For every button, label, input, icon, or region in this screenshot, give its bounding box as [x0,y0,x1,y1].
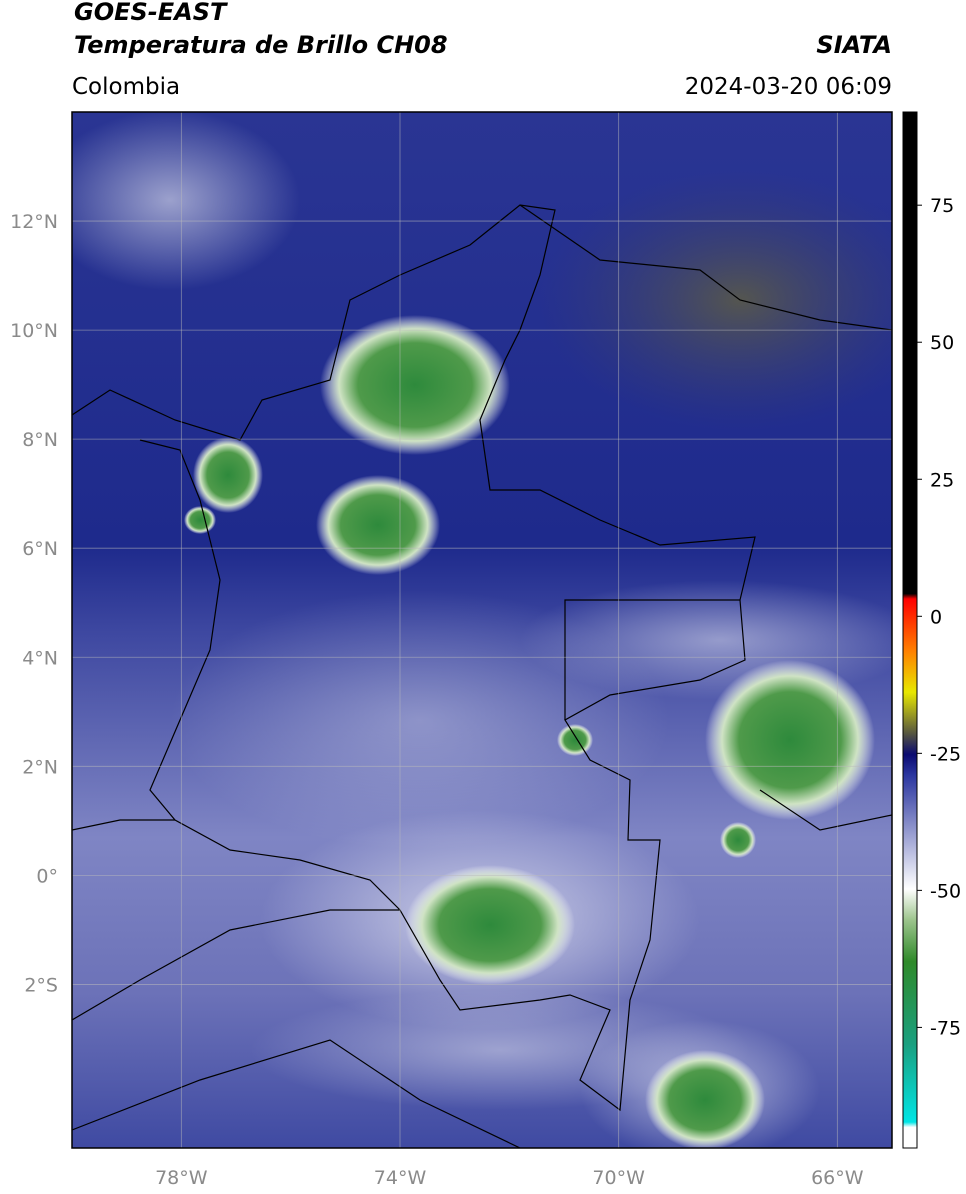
y-tick-label: 2°N [22,756,58,778]
subtitle: Temperatura de Brillo CH08 [74,31,448,59]
y-tick-label: 10°N [10,320,58,342]
y-tick-label: 12°N [10,211,58,233]
colorbar-tick-label: 75 [930,195,954,217]
y-tick-label: 2°S [24,974,58,996]
colorbar-tick-label: 25 [930,469,954,491]
y-tick-label: 0° [36,865,58,887]
satellite-image [72,112,892,1148]
x-tick-label: 78°W [155,1167,208,1189]
map-frame [71,111,893,1149]
x-tick-label: 66°W [811,1167,864,1189]
source: SIATA [816,31,892,59]
colorbar-tick-label: -75 [930,1017,961,1039]
y-tick-label: 8°N [22,429,58,451]
colorbar-tick-label: -50 [930,880,961,902]
colorbar [902,111,918,1149]
title: GOES-EAST [74,0,228,26]
colorbar-tick-label: 50 [930,332,954,354]
colorbar-ticks: 75 50 25 0 -25 -50 -75 [917,195,961,1039]
x-tick-label: 74°W [374,1167,427,1189]
y-tick-label: 4°N [22,647,58,669]
x-tick-label: 70°W [592,1167,645,1189]
graticule: 78°W 74°W 70°W 66°W 12°N 10°N 8°N 6°N 4°N 2°N 0° 2°… [10,112,892,1189]
region: Colombia [72,74,180,100]
datetime: 2024-03-20 06:09 [685,74,892,100]
y-tick-label: 6°N [22,538,58,560]
colorbar-tick-label: -25 [930,743,961,765]
colorbar-tick-label: 0 [930,606,942,628]
